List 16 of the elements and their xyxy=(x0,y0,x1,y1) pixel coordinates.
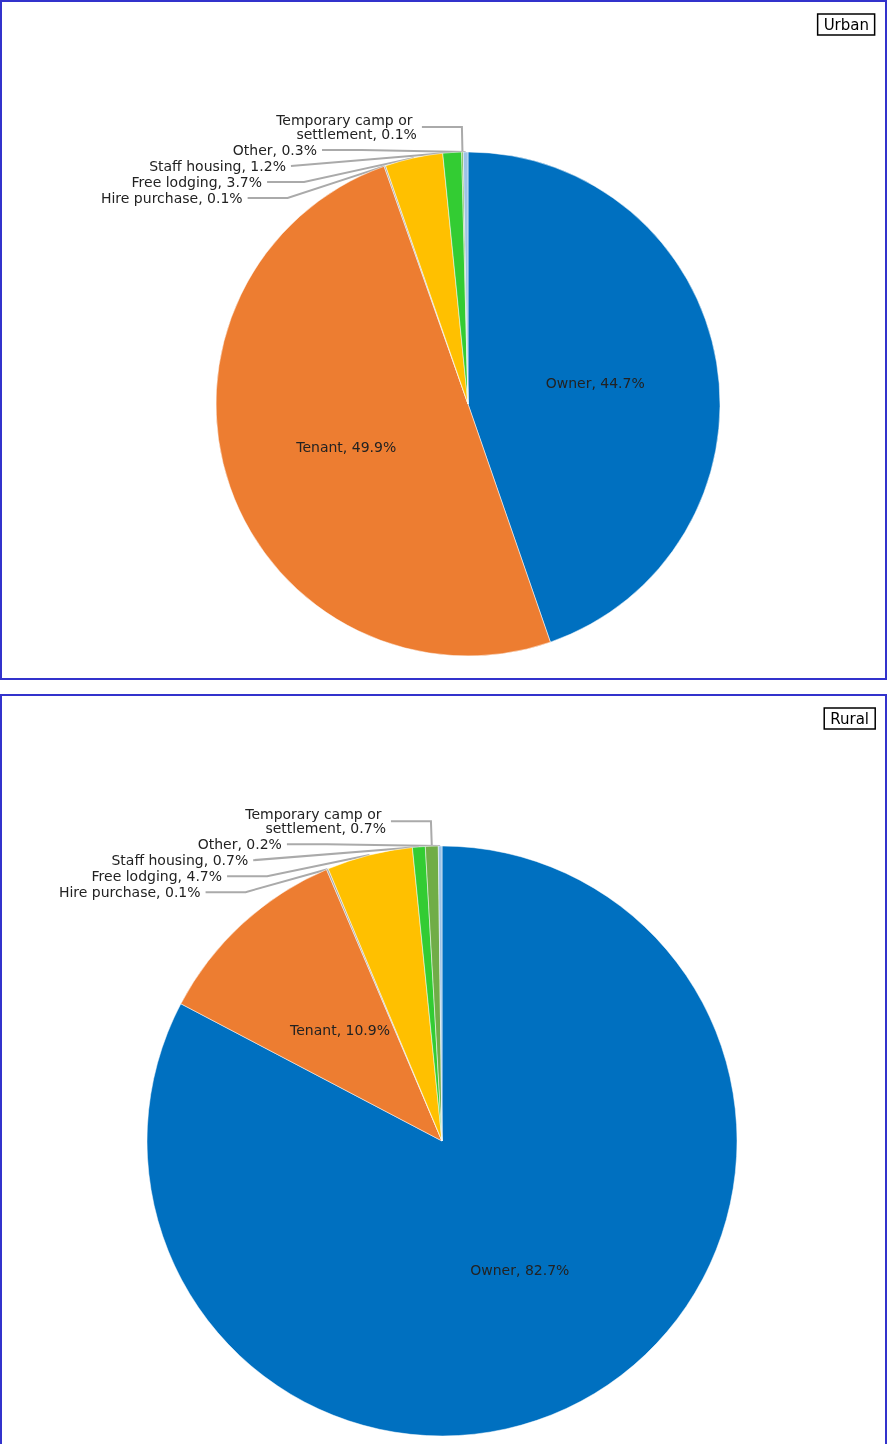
text: Rural xyxy=(830,709,870,728)
slice-label: Tenant, 10.9% xyxy=(289,1022,391,1039)
slice-label: Free lodging, 4.7% xyxy=(91,868,223,885)
slice-label: Staff housing, 1.2% xyxy=(149,158,286,175)
text: Urban xyxy=(823,15,870,34)
slice-label: Tenant, 49.9% xyxy=(295,438,397,455)
slice-label: Owner, 44.7% xyxy=(545,374,645,391)
slice-label: Staff housing, 0.7% xyxy=(111,852,249,869)
slice-label: Hire purchase, 0.1% xyxy=(100,190,243,207)
slice-label: Hire purchase, 0.1% xyxy=(58,884,201,901)
slice-label: Temporary camp or settlement, 0.1% xyxy=(275,112,417,143)
slice-label: Free lodging, 3.7% xyxy=(131,174,263,191)
slice-label: Temporary camp or settlement, 0.7% xyxy=(244,806,386,837)
slice-label: Other, 0.3% xyxy=(232,142,318,159)
slice-label: Owner, 82.7% xyxy=(470,1261,570,1278)
slice-label: Other, 0.2% xyxy=(197,836,282,853)
